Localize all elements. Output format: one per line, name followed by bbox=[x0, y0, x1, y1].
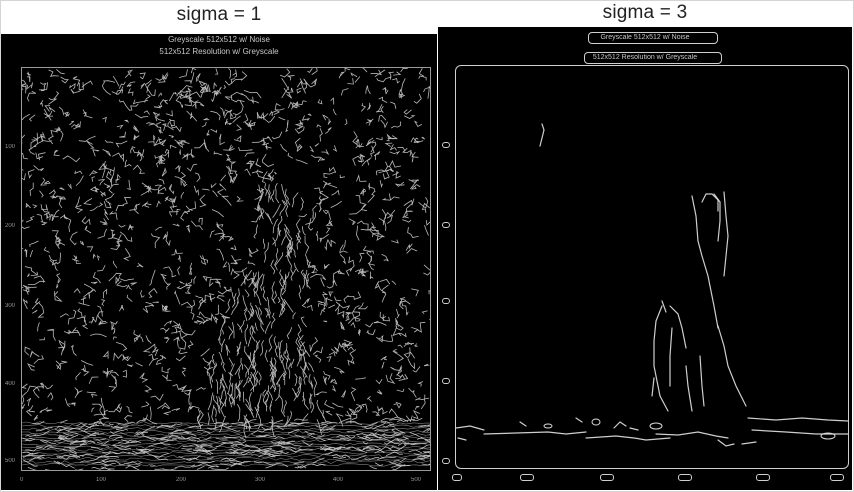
x-tick-400: 400 bbox=[333, 477, 344, 483]
x-tick-100: 100 bbox=[96, 477, 107, 483]
y-tick-edge-3 bbox=[442, 298, 450, 304]
left-edge-image bbox=[21, 67, 431, 471]
panel-sigma-3: sigma = 3 Greyscale 512x512 w/ Noise 512… bbox=[438, 0, 852, 490]
right-header-line-2-box bbox=[584, 52, 722, 64]
left-header-line-1: Greyscale 512x512 w/ Noise bbox=[1, 34, 437, 46]
y-tick-edge-1 bbox=[442, 142, 450, 148]
x-tick-200: 200 bbox=[176, 477, 187, 483]
x-tick-edge-3 bbox=[600, 474, 614, 481]
y-tick-500: 500 bbox=[5, 458, 16, 464]
y-tick-edge-2 bbox=[442, 222, 450, 228]
x-tick-edge-2 bbox=[520, 474, 534, 481]
panel-sigma-1: sigma = 1 Greyscale 512x512 w/ Noise 512… bbox=[1, 0, 437, 490]
x-tick-300: 300 bbox=[255, 477, 266, 483]
y-tick-edge-4 bbox=[442, 378, 450, 384]
y-tick-400: 400 bbox=[5, 381, 16, 387]
x-tick-edge-5 bbox=[756, 474, 770, 481]
panel-title-sigma-3: sigma = 3 bbox=[602, 2, 688, 23]
panel-title-sigma-1: sigma = 1 bbox=[176, 4, 262, 25]
x-tick-edge-1 bbox=[452, 474, 462, 481]
y-tick-100: 100 bbox=[5, 144, 16, 150]
right-header-line-1: Greyscale 512x512 w/ Noise bbox=[600, 34, 690, 41]
right-header-line-1-box bbox=[588, 32, 718, 44]
y-tick-300: 300 bbox=[5, 303, 16, 309]
x-tick-500: 500 bbox=[411, 477, 422, 483]
right-header-line-2: 512x512 Resolution w/ Greyscale bbox=[592, 54, 698, 61]
y-tick-edge-5 bbox=[442, 458, 450, 464]
x-tick-edge-4 bbox=[678, 474, 692, 481]
edge-map-sigma-1 bbox=[22, 68, 430, 470]
x-tick-edge-6 bbox=[830, 474, 844, 481]
edge-map-sigma-3 bbox=[456, 123, 848, 447]
right-edge-image bbox=[455, 65, 849, 469]
y-tick-200: 200 bbox=[5, 223, 16, 229]
x-tick-0: 0 bbox=[20, 477, 24, 483]
